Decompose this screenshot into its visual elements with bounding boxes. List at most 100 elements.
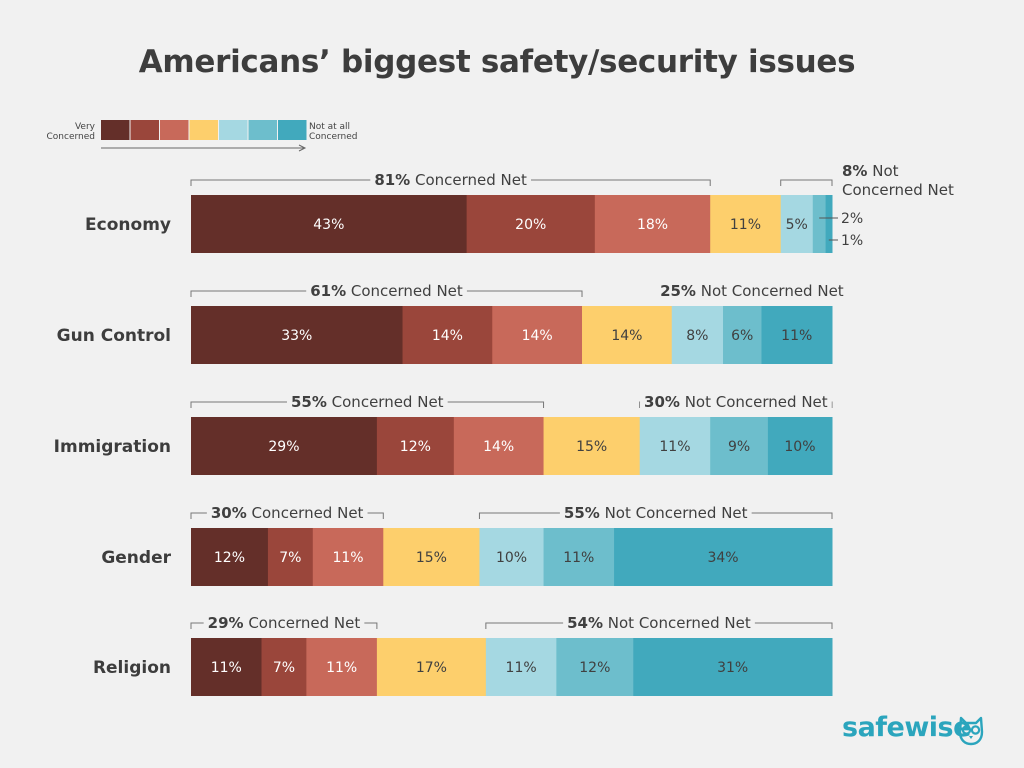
- label-background: [656, 282, 848, 300]
- bar-segment: [312, 528, 384, 586]
- data-label: 11%: [781, 328, 812, 344]
- data-label: 11%: [211, 660, 242, 676]
- category-label: Gender: [101, 548, 171, 568]
- bar-segment: [767, 417, 833, 475]
- not-concerned-net-label-line2: Concerned Net: [842, 181, 954, 199]
- data-label: 43%: [313, 217, 344, 233]
- bar-segment: [633, 638, 833, 696]
- label-background: [559, 504, 752, 522]
- data-label: 14%: [522, 328, 553, 344]
- data-label: 18%: [637, 217, 668, 233]
- bar-segment: [594, 195, 711, 253]
- legend-left-label: Very: [75, 122, 96, 132]
- bar-segment: [479, 528, 545, 586]
- bar-segment: [710, 417, 769, 475]
- bar-segment: [376, 417, 455, 475]
- concerned-net-label: 81% Concerned Net: [374, 171, 527, 189]
- data-label: 12%: [400, 439, 431, 455]
- label-background: [640, 393, 832, 411]
- data-label: 15%: [416, 550, 447, 566]
- label-background: [370, 171, 532, 189]
- bar-segment: [402, 306, 493, 364]
- data-label: 34%: [707, 550, 738, 566]
- data-label: 12%: [214, 550, 245, 566]
- bar-segment: [191, 638, 263, 696]
- data-label: 8%: [686, 328, 708, 344]
- legend-right-label: Not at all: [309, 122, 350, 132]
- category-label: Immigration: [54, 437, 171, 457]
- legend-swatch: [189, 120, 218, 140]
- concerned-net-label: 61% Concerned Net: [310, 282, 463, 300]
- bar-segment: [191, 306, 404, 364]
- bar-segment: [582, 306, 673, 364]
- data-label: 1%: [841, 233, 863, 249]
- bar-segment: [492, 306, 583, 364]
- bar-segment: [453, 417, 545, 475]
- bar-segment: [383, 528, 480, 586]
- data-label: 10%: [496, 550, 527, 566]
- legend-swatch: [160, 120, 189, 140]
- data-label: 7%: [279, 550, 301, 566]
- data-label: 7%: [273, 660, 295, 676]
- label-background: [206, 504, 368, 522]
- not-concerned-net-label: 55% Not Concerned Net: [564, 504, 748, 522]
- label-background: [203, 614, 365, 632]
- data-label: 5%: [786, 217, 808, 233]
- data-label: 11%: [506, 660, 537, 676]
- data-label: 33%: [281, 328, 312, 344]
- data-label: 10%: [784, 439, 815, 455]
- bar-segment: [556, 638, 634, 696]
- legend-swatch: [248, 120, 277, 140]
- not-concerned-net-label: 8% Not: [842, 162, 899, 180]
- bar-segment: [639, 417, 711, 475]
- bar-segment: [191, 528, 269, 586]
- not-concerned-net-bracket: [780, 179, 833, 186]
- bar-segment: [267, 528, 314, 586]
- not-concerned-net-label: 25% Not Concerned Net: [660, 282, 844, 300]
- data-label: 9%: [728, 439, 750, 455]
- bar-segment: [723, 306, 762, 364]
- data-label: 11%: [563, 550, 594, 566]
- bar-segment: [761, 306, 833, 364]
- data-label: 12%: [579, 660, 610, 676]
- data-label: 6%: [731, 328, 753, 344]
- data-label: 11%: [326, 660, 357, 676]
- concerned-net-label: 30% Concerned Net: [211, 504, 364, 522]
- bar-segment: [306, 638, 378, 696]
- not-concerned-net-label: 54% Not Concerned Net: [567, 614, 751, 632]
- label-background: [563, 614, 755, 632]
- category-label: Economy: [85, 215, 171, 235]
- bar-segment: [614, 528, 833, 586]
- label-background: [306, 282, 467, 300]
- safewise-logo: safewise: [842, 712, 971, 743]
- legend-swatch: [130, 120, 159, 140]
- legend-left-label: Concerned: [47, 132, 95, 142]
- data-label: 11%: [332, 550, 363, 566]
- concerned-net-label: 55% Concerned Net: [291, 393, 444, 411]
- data-label: 20%: [515, 217, 546, 233]
- bar-segment: [543, 528, 615, 586]
- data-label: 14%: [483, 439, 514, 455]
- bar-segment: [671, 306, 724, 364]
- bar-segment: [261, 638, 307, 696]
- legend-swatch: [101, 120, 130, 140]
- concerned-net-label: 29% Concerned Net: [208, 614, 361, 632]
- category-label: Religion: [93, 658, 171, 678]
- category-label: Gun Control: [57, 326, 171, 346]
- data-label: 15%: [576, 439, 607, 455]
- bar-segment: [710, 195, 782, 253]
- bar-segment: [825, 195, 833, 253]
- data-label: 14%: [611, 328, 642, 344]
- chart-title: Americans’ biggest safety/security issue…: [138, 44, 856, 80]
- bar-segment: [191, 417, 378, 475]
- data-label: 31%: [717, 660, 748, 676]
- data-label: 14%: [432, 328, 463, 344]
- legend-right-label: Concerned: [309, 132, 357, 142]
- bar-segment: [485, 638, 557, 696]
- bar-segment: [780, 195, 814, 253]
- bar-segment: [466, 195, 596, 253]
- bar-segment: [191, 195, 468, 253]
- bar-segment: [376, 638, 487, 696]
- legend-swatch: [219, 120, 248, 140]
